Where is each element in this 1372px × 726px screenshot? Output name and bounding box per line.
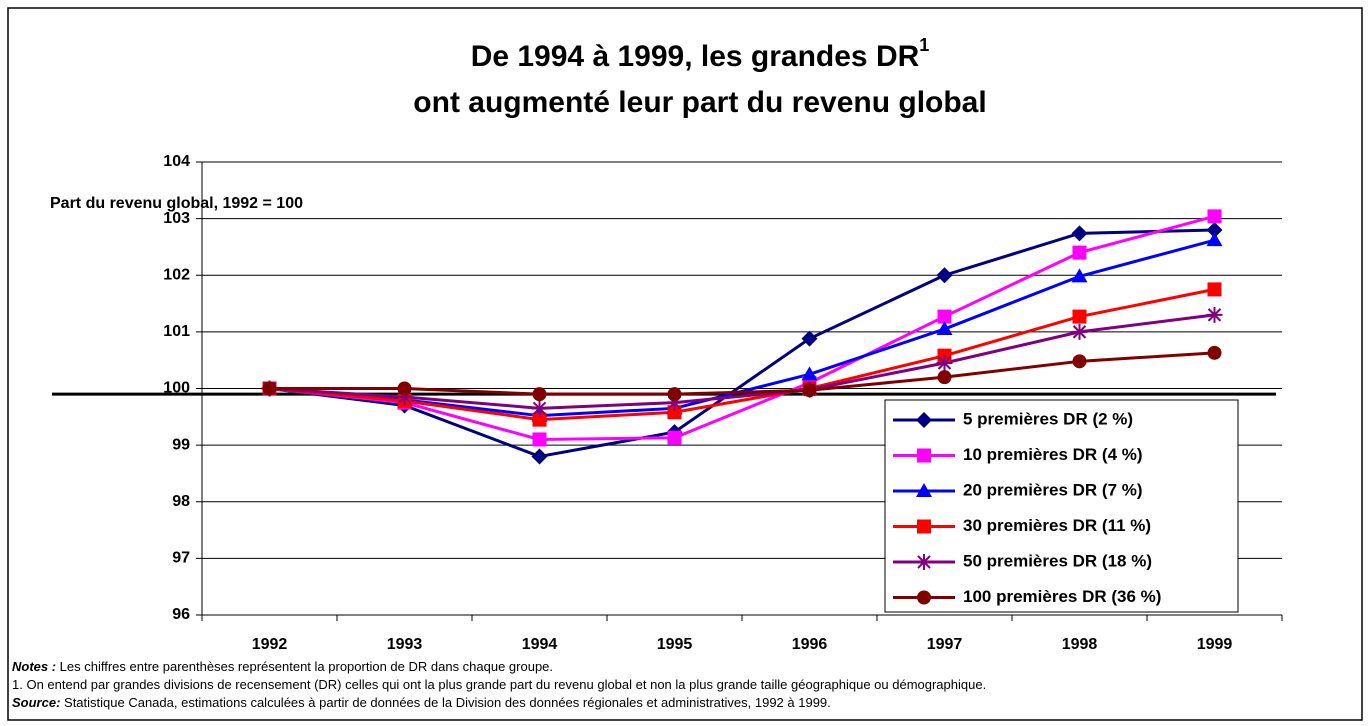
marker (1206, 232, 1223, 247)
marker (396, 388, 413, 405)
y-axis-label: Part du revenu global, 1992 = 100 (50, 195, 303, 212)
marker (936, 355, 953, 372)
chart-title: De 1994 à 1999, les grandes DR1 (471, 35, 930, 73)
y-tick-label: 104 (163, 153, 190, 170)
note-label: Notes : (12, 659, 56, 674)
x-tick-label: 1997 (927, 636, 963, 653)
y-tick-label: 98 (172, 493, 190, 510)
marker (667, 405, 682, 420)
marker (262, 381, 277, 396)
y-tick-label: 100 (163, 380, 190, 397)
marker (801, 366, 818, 381)
legend-label: 100 premières DR (36 %) (963, 587, 1161, 606)
series-line (269, 228, 1215, 458)
x-tick-label: 1993 (387, 636, 423, 653)
series-line (269, 313, 1215, 410)
y-tick-label: 103 (163, 210, 190, 227)
marker (1072, 354, 1087, 369)
marker (936, 267, 953, 284)
marker (1206, 221, 1223, 238)
marker (667, 430, 682, 445)
marker (1207, 345, 1222, 360)
legend-label: 5 premières DR (2 %) (963, 409, 1133, 428)
x-tick-label: 1992 (252, 636, 288, 653)
note-text: Les chiffres entre parenthèses représent… (56, 659, 553, 674)
marker (802, 383, 817, 398)
note-line: Notes : Les chiffres entre parenthèses r… (12, 659, 553, 674)
x-tick-label: 1996 (792, 636, 828, 653)
legend-marker (917, 519, 931, 534)
x-tick-label: 1995 (657, 636, 693, 653)
legend-marker (916, 412, 932, 428)
marker (1072, 309, 1087, 324)
note-line: Source: Statistique Canada, estimations … (12, 695, 831, 710)
legend-marker (917, 590, 931, 605)
legend-label: 30 premières DR (11 %) (963, 516, 1151, 535)
note-text: Statistique Canada, estimations calculée… (60, 695, 830, 710)
title-sup: 1 (919, 35, 929, 55)
marker (937, 309, 952, 324)
marker (531, 400, 548, 417)
marker (1071, 323, 1088, 340)
marker (1071, 268, 1088, 283)
legend-label: 20 premières DR (7 %) (963, 480, 1143, 499)
y-tick-label: 101 (163, 323, 190, 340)
notes: Notes : Les chiffres entre parenthèses r… (12, 659, 986, 710)
y-tick-label: 96 (172, 606, 190, 623)
legend-marker (916, 483, 932, 497)
legend-label: 50 premières DR (18 %) (963, 551, 1152, 570)
legend-marker (917, 448, 931, 463)
marker (397, 381, 412, 396)
legend: 5 premières DR (2 %) 10 premières DR (4 %… (884, 399, 1239, 613)
marker (801, 330, 818, 347)
x-tick-label: 1998 (1062, 636, 1098, 653)
y-tick-label: 102 (163, 266, 190, 283)
title-main: De 1994 à 1999, les grandes DR (471, 40, 920, 73)
note-text: 1. On entend par grandes divisions de re… (12, 677, 986, 692)
y-tick-label: 97 (172, 550, 190, 567)
chart-title-line2: ont augmenté leur part du revenu global (413, 86, 986, 119)
x-tick-label: 1994 (522, 636, 558, 653)
marker (1072, 245, 1087, 260)
marker (666, 394, 683, 411)
series-line (269, 214, 1215, 441)
marker (1071, 225, 1088, 242)
marker (1206, 306, 1223, 323)
marker (1207, 282, 1222, 297)
x-tick-label: 1999 (1197, 636, 1233, 653)
legend-box (884, 399, 1239, 613)
marker (936, 321, 953, 336)
marker (532, 412, 547, 427)
legend-label: 10 premières DR (4 %) (963, 445, 1143, 464)
note-line: 1. On entend par grandes divisions de re… (12, 677, 986, 692)
marker (531, 448, 548, 465)
legend-marker (916, 554, 932, 570)
series-line (269, 287, 1215, 422)
marker (532, 432, 547, 447)
series-line (269, 351, 1215, 396)
y-tick-label: 99 (172, 436, 190, 453)
marker (937, 370, 952, 385)
marker (667, 387, 682, 402)
marker (1207, 209, 1222, 224)
note-label: Source: (12, 695, 60, 710)
marker (532, 387, 547, 402)
